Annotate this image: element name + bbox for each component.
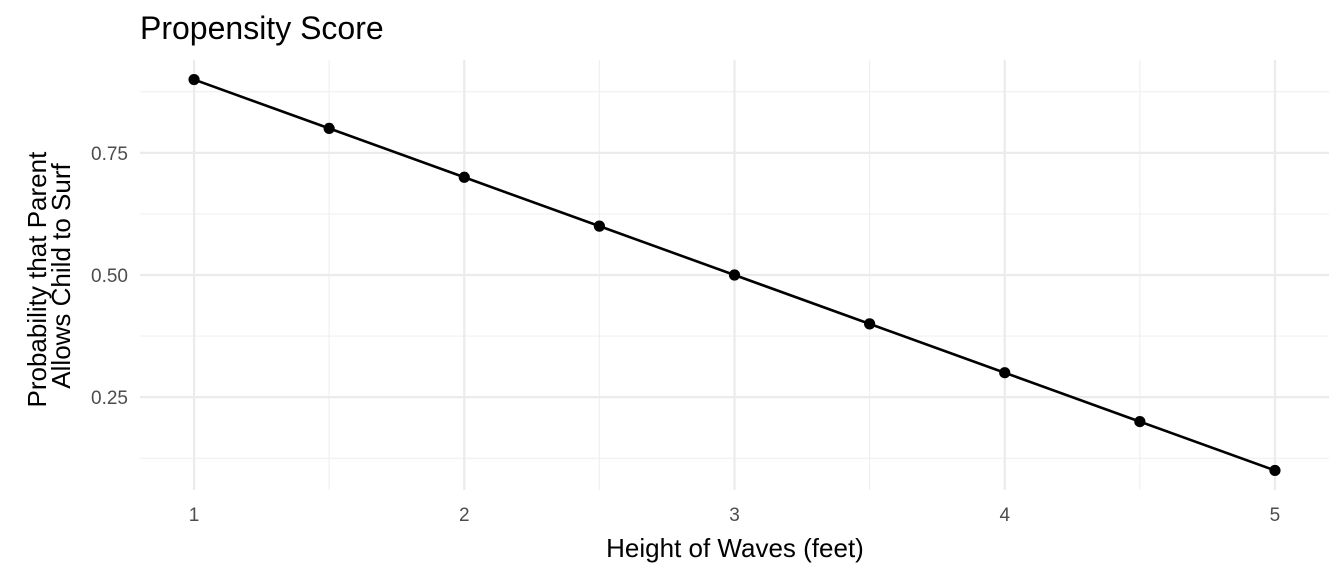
x-tick-label: 1: [189, 505, 200, 526]
x-tick-label: 3: [729, 505, 740, 526]
y-tick-label: 0.50: [91, 266, 128, 287]
data-point: [999, 367, 1011, 379]
data-point: [323, 122, 335, 135]
x-axis-title: Height of Waves (feet): [606, 533, 864, 563]
tick-labels: 1 2 3 4 5 0.25 0.50 0.75: [91, 144, 1280, 526]
data-point: [188, 73, 200, 86]
x-tick-label: 4: [999, 505, 1010, 526]
y-axis-title: Probability that Parent Allows Child to …: [22, 144, 76, 407]
x-tick-label: 5: [1270, 505, 1281, 526]
data-point: [593, 220, 605, 232]
data-point: [458, 171, 470, 183]
data-point: [728, 269, 741, 281]
data-point: [1269, 464, 1281, 477]
y-tick-label: 0.25: [91, 388, 128, 409]
data-point: [864, 318, 876, 330]
y-axis-title-line-1: Probability that Parent: [22, 151, 52, 408]
y-tick-label: 0.75: [91, 144, 128, 165]
x-tick-label: 2: [459, 505, 470, 526]
chart-title: Propensity Score: [140, 10, 384, 46]
y-axis-title-line-2: Allows Child to Surf: [46, 163, 76, 389]
series: [188, 73, 1281, 477]
data-point: [1134, 415, 1146, 428]
